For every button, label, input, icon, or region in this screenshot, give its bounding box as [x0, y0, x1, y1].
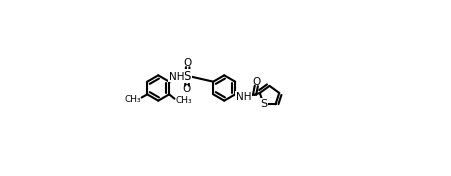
- Text: CH₃: CH₃: [175, 96, 191, 105]
- Text: NH: NH: [168, 72, 184, 82]
- Text: CH₃: CH₃: [124, 95, 140, 104]
- Text: O: O: [183, 84, 191, 94]
- Text: NH: NH: [235, 92, 251, 102]
- Text: O: O: [183, 58, 191, 68]
- Text: O: O: [252, 77, 260, 87]
- Text: S: S: [183, 70, 191, 83]
- Text: S: S: [259, 99, 267, 109]
